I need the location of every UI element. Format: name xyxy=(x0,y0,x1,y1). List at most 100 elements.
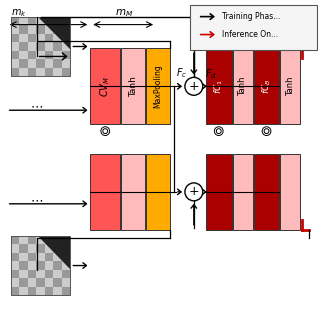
Bar xyxy=(28,42,36,51)
Bar xyxy=(11,236,19,244)
Bar xyxy=(19,34,28,42)
Bar xyxy=(62,59,70,68)
Bar xyxy=(11,68,19,76)
Bar xyxy=(19,278,28,287)
Text: +: + xyxy=(188,185,199,198)
Bar xyxy=(28,34,36,42)
Bar xyxy=(28,59,36,68)
Text: Inference On...: Inference On... xyxy=(222,30,278,39)
Bar xyxy=(45,270,53,278)
Bar xyxy=(11,25,19,34)
Bar xyxy=(11,17,19,25)
Bar xyxy=(11,236,70,295)
Text: $F_d$: $F_d$ xyxy=(205,68,217,81)
Bar xyxy=(36,34,45,42)
Bar xyxy=(11,34,19,42)
Text: $F_c$: $F_c$ xyxy=(176,67,188,80)
Bar xyxy=(53,42,62,51)
Bar xyxy=(11,270,19,278)
Bar xyxy=(62,287,70,295)
Bar xyxy=(19,17,28,25)
Bar xyxy=(36,261,45,270)
Text: $CV_M$: $CV_M$ xyxy=(98,76,112,97)
Bar xyxy=(62,278,70,287)
Text: MaxPooling: MaxPooling xyxy=(154,64,163,108)
Bar xyxy=(11,253,19,261)
Bar xyxy=(19,270,28,278)
Bar xyxy=(19,261,28,270)
Bar xyxy=(53,253,62,261)
Bar xyxy=(53,68,62,76)
Bar xyxy=(90,49,120,124)
Bar xyxy=(36,236,45,244)
Bar xyxy=(45,42,53,51)
Bar xyxy=(53,51,62,59)
Text: Tanh: Tanh xyxy=(238,76,247,96)
Bar xyxy=(62,270,70,278)
Bar xyxy=(19,42,28,51)
Bar xyxy=(28,261,36,270)
Bar xyxy=(19,59,28,68)
Bar xyxy=(36,287,45,295)
Text: $m_k$: $m_k$ xyxy=(11,7,27,19)
Bar xyxy=(45,25,53,34)
Bar xyxy=(62,51,70,59)
Bar xyxy=(19,244,28,253)
Bar xyxy=(19,287,28,295)
Polygon shape xyxy=(37,236,70,268)
Bar xyxy=(45,17,53,25)
Bar xyxy=(19,236,28,244)
Bar xyxy=(36,253,45,261)
Bar xyxy=(53,270,62,278)
Bar xyxy=(53,261,62,270)
Bar xyxy=(28,51,36,59)
Text: Tanh: Tanh xyxy=(129,76,138,97)
Text: $m_M$: $m_M$ xyxy=(115,7,133,19)
Bar xyxy=(11,59,19,68)
Bar xyxy=(28,253,36,261)
Circle shape xyxy=(214,127,223,135)
Bar xyxy=(11,51,19,59)
Bar xyxy=(53,278,62,287)
Circle shape xyxy=(262,127,271,135)
Bar xyxy=(45,51,53,59)
Bar xyxy=(36,68,45,76)
Bar xyxy=(36,270,45,278)
Bar xyxy=(62,236,70,244)
Bar xyxy=(62,34,70,42)
Bar xyxy=(62,68,70,76)
Bar xyxy=(19,253,28,261)
Bar xyxy=(253,49,279,124)
Bar xyxy=(62,17,70,25)
Bar xyxy=(53,244,62,253)
Bar xyxy=(36,278,45,287)
Bar xyxy=(28,25,36,34)
Bar xyxy=(11,42,19,51)
Bar xyxy=(53,59,62,68)
Bar xyxy=(121,49,145,124)
Bar xyxy=(62,25,70,34)
Bar xyxy=(253,154,279,230)
Bar xyxy=(233,49,252,124)
Bar xyxy=(19,68,28,76)
Bar xyxy=(206,49,232,124)
Bar xyxy=(36,42,45,51)
Text: $fC_1$: $fC_1$ xyxy=(212,79,225,94)
Bar xyxy=(19,51,28,59)
Bar xyxy=(36,59,45,68)
Bar xyxy=(45,236,53,244)
Bar xyxy=(45,253,53,261)
Bar xyxy=(53,236,62,244)
Bar xyxy=(36,25,45,34)
Bar xyxy=(53,17,62,25)
Bar xyxy=(19,25,28,34)
Circle shape xyxy=(103,129,108,133)
Bar xyxy=(62,253,70,261)
Bar xyxy=(45,34,53,42)
Bar xyxy=(28,270,36,278)
Circle shape xyxy=(264,129,269,133)
Bar xyxy=(11,261,19,270)
Bar xyxy=(11,278,19,287)
Text: $\cdots$: $\cdots$ xyxy=(30,193,43,206)
Bar xyxy=(36,51,45,59)
